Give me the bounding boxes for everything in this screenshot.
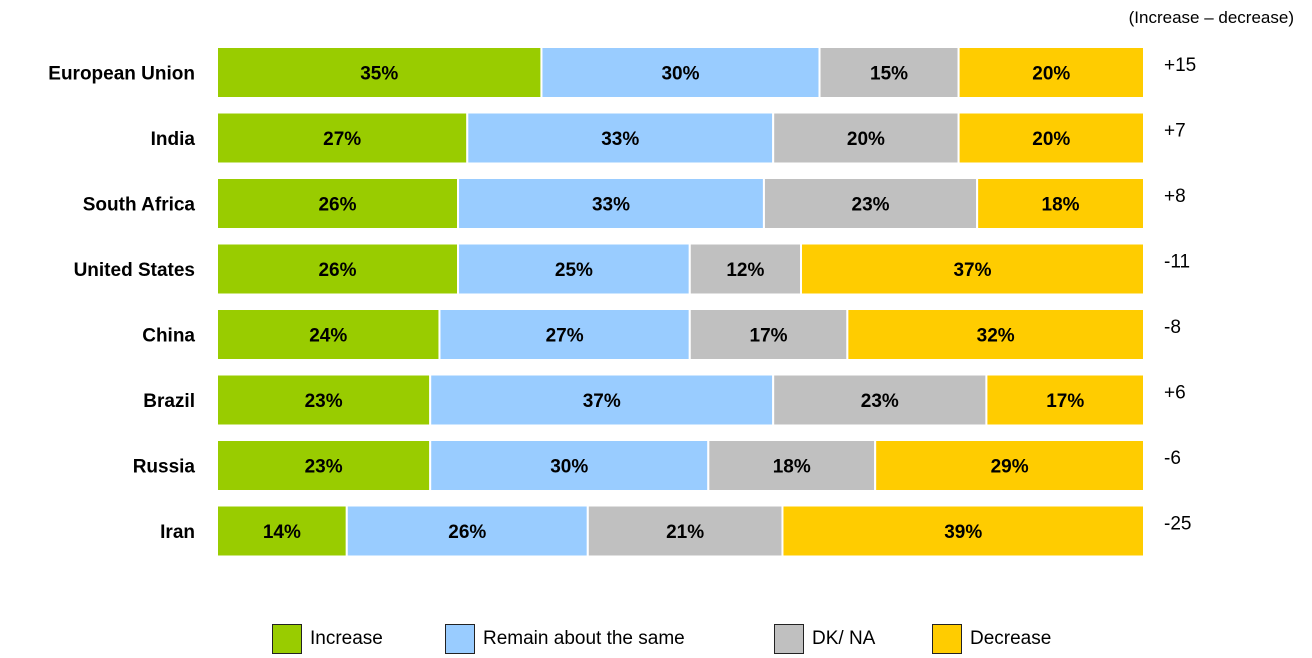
bar-iran-increase (216, 504, 348, 558)
category-label-india: India (151, 129, 196, 150)
bar-iran-dk-na (586, 504, 784, 558)
category-label-russia: Russia (133, 457, 196, 478)
legend-swatch-increase (272, 624, 302, 654)
legend-swatch-dk-na (774, 624, 804, 654)
data-label-iran-decrease: 39% (944, 522, 982, 543)
data-label-brazil-dk-na: 23% (861, 391, 899, 412)
bar-russia-decrease (874, 439, 1145, 492)
data-label-iran-remain-about-the-same: 26% (448, 522, 486, 543)
data-label-south-africa-dk-na: 23% (852, 195, 890, 216)
bar-china-remain-about-the-same (438, 308, 691, 361)
bar-india-decrease (957, 111, 1145, 165)
category-label-south-africa: South Africa (83, 195, 196, 216)
data-label-china-decrease: 32% (977, 326, 1015, 347)
data-label-european-union-increase: 35% (360, 64, 398, 85)
bar-iran-decrease (781, 504, 1145, 558)
data-label-india-dk-na: 20% (847, 129, 885, 150)
data-label-china-dk-na: 17% (750, 326, 788, 347)
net-value-united-states: -11 (1164, 252, 1190, 273)
legend-item-increase: Increase (272, 624, 383, 654)
net-value-brazil: +6 (1164, 383, 1186, 404)
net-value-iran: -25 (1164, 514, 1191, 535)
data-label-brazil-decrease: 17% (1046, 391, 1084, 412)
net-value-india: +7 (1164, 121, 1186, 142)
data-label-south-africa-decrease: 18% (1042, 195, 1080, 216)
data-label-south-africa-remain-about-the-same: 33% (592, 195, 630, 216)
bar-united-states-decrease (800, 242, 1145, 296)
net-value-russia: -6 (1164, 448, 1181, 469)
legend-label-dk-na: DK/ NA (812, 628, 876, 649)
data-label-russia-remain-about-the-same: 30% (550, 457, 588, 478)
data-label-united-states-remain-about-the-same: 25% (555, 260, 593, 281)
data-label-brazil-increase: 23% (305, 391, 343, 412)
data-label-united-states-decrease: 37% (953, 260, 991, 281)
bar-india-remain-about-the-same (466, 111, 775, 165)
legend-swatch-remain-same (445, 624, 475, 654)
bar-european-union-increase (216, 46, 543, 99)
bar-russia-increase (216, 439, 432, 492)
bar-united-states-remain-about-the-same (457, 242, 691, 296)
data-label-european-union-dk-na: 15% (870, 64, 908, 85)
net-value-china: -8 (1164, 317, 1181, 338)
data-label-south-africa-increase: 26% (318, 195, 356, 216)
data-label-india-increase: 27% (323, 129, 361, 150)
bar-european-union-remain-about-the-same (540, 46, 821, 99)
data-label-united-states-dk-na: 12% (726, 260, 764, 281)
stacked-bar-chart: European Union 35% 30% 15% 20% +15 India 27% 33%… (48, 46, 1196, 558)
bar-south-africa-decrease (976, 177, 1146, 230)
bar-south-africa-increase (216, 177, 460, 230)
net-value-european-union: +15 (1164, 55, 1196, 76)
bar-south-africa-remain-about-the-same (457, 177, 765, 230)
bar-china-dk-na (688, 308, 849, 361)
legend-item-dk-na: DK/ NA (774, 624, 875, 654)
category-label-united-states: United States (74, 260, 195, 281)
bar-india-dk-na (772, 111, 960, 165)
data-label-russia-dk-na: 18% (773, 457, 811, 478)
data-label-iran-increase: 14% (263, 522, 301, 543)
net-value-south-africa: +8 (1164, 186, 1186, 207)
data-label-european-union-decrease: 20% (1032, 64, 1070, 85)
bar-brazil-increase (216, 373, 432, 427)
bar-european-union-dk-na (818, 46, 960, 99)
bar-china-increase (216, 308, 441, 361)
bar-china-decrease (846, 308, 1145, 361)
data-label-china-increase: 24% (309, 326, 347, 347)
data-label-united-states-increase: 26% (318, 260, 356, 281)
bar-brazil-dk-na (772, 373, 988, 427)
data-label-brazil-remain-about-the-same: 37% (583, 391, 621, 412)
bar-india-increase (216, 111, 469, 165)
category-label-china: China (142, 326, 195, 347)
bar-brazil-remain-about-the-same (429, 373, 775, 427)
category-label-european-union: European Union (48, 64, 195, 85)
legend-swatch-decrease (932, 624, 962, 654)
category-label-brazil: Brazil (143, 391, 195, 412)
data-label-iran-dk-na: 21% (666, 522, 704, 543)
data-label-india-decrease: 20% (1032, 129, 1070, 150)
legend-label-increase: Increase (310, 628, 383, 649)
category-label-iran: Iran (160, 522, 195, 543)
data-label-china-remain-about-the-same: 27% (546, 326, 584, 347)
legend-label-decrease: Decrease (970, 628, 1052, 649)
bar-european-union-decrease (957, 46, 1145, 99)
legend-item-remain-same: Remain about the same (445, 624, 685, 654)
chart-legend: Increase Remain about the same DK/ NA De… (0, 624, 1312, 658)
data-label-russia-increase: 23% (305, 457, 343, 478)
data-label-european-union-remain-about-the-same: 30% (661, 64, 699, 85)
legend-item-decrease: Decrease (932, 624, 1051, 654)
bar-brazil-decrease (985, 373, 1145, 427)
data-label-india-remain-about-the-same: 33% (601, 129, 639, 150)
data-label-russia-decrease: 29% (991, 457, 1029, 478)
bar-united-states-increase (216, 242, 460, 296)
net-column-header: (Increase – decrease) (1128, 8, 1294, 27)
bar-russia-dk-na (707, 439, 877, 492)
legend-label-remain-same: Remain about the same (483, 628, 685, 649)
